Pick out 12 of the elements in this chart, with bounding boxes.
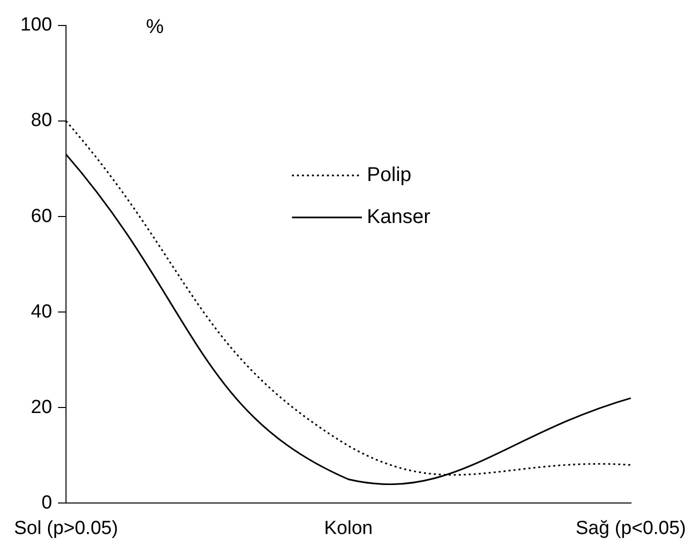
x-tick-label: Sağ (p<0.05) [576, 518, 686, 539]
x-tick-label: Kolon [324, 518, 373, 539]
y-tick-label: 40 [30, 301, 52, 322]
legend-label: Kanser [366, 206, 431, 228]
y-tick-label: 0 [41, 492, 52, 514]
y-tick-label: 20 [30, 396, 52, 418]
y-tick-label: 60 [30, 206, 52, 227]
x-tick-label: Sol (p>0.05) [14, 518, 118, 539]
y-tick-label: 100 [20, 14, 52, 36]
y-axis-title: % [146, 16, 164, 38]
legend-label: Polip [366, 164, 412, 186]
y-tick-label: 80 [30, 110, 52, 132]
